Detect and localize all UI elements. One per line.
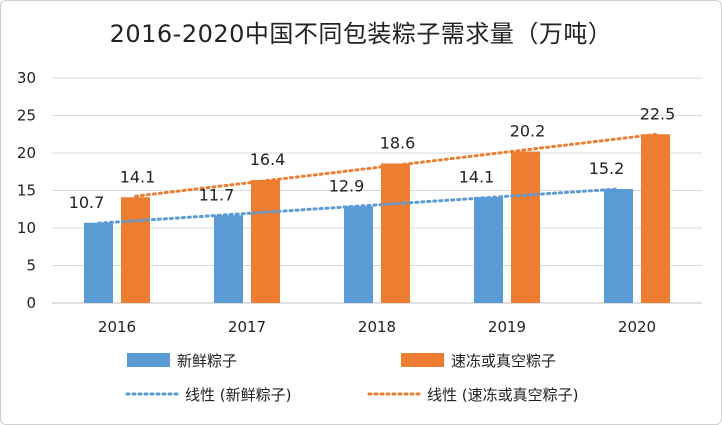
data-label: 11.7 (199, 185, 235, 204)
legend-swatch (127, 353, 170, 367)
x-axis: 2016 2017 2018 2019 2020 (98, 318, 656, 336)
bar-frozen (641, 134, 670, 303)
legend-label: 速冻或真空粽子 (451, 352, 556, 370)
bar-frozen (381, 163, 410, 303)
x-tick-label: 2019 (488, 318, 526, 336)
data-label: 18.6 (380, 134, 416, 153)
x-tick-label: 2017 (228, 318, 266, 336)
bar-fresh (214, 215, 243, 303)
y-tick-label: 10 (17, 219, 36, 237)
bar-frozen (511, 151, 540, 303)
data-label: 20.2 (510, 122, 546, 141)
legend-label: 线性 (速冻或真空粽子) (427, 386, 578, 404)
bar-frozen (121, 197, 150, 303)
chart-title: 2016-2020中国不同包装粽子需求量（万吨） (109, 20, 613, 48)
bar-frozen (251, 180, 280, 303)
legend-label: 线性 (新鲜粽子) (185, 386, 291, 404)
data-label: 14.1 (459, 167, 495, 186)
x-tick-label: 2016 (98, 318, 136, 336)
y-tick-label: 15 (17, 182, 36, 200)
bar-fresh (604, 189, 633, 303)
data-label: 10.7 (69, 193, 105, 212)
data-label: 14.1 (120, 167, 156, 186)
y-tick-label: 0 (26, 294, 36, 312)
trendline (97, 187, 620, 225)
y-tick-label: 20 (17, 144, 36, 162)
legend-swatch (401, 353, 444, 367)
data-labels: 10.7 14.1 11.7 16.4 12.9 18.6 14.1 20.2 15.2 22.5 (69, 104, 676, 212)
y-axis: 0 5 10 15 20 25 30 (17, 69, 36, 312)
legend-label: 新鲜粽子 (177, 352, 237, 370)
bar-fresh (84, 222, 113, 303)
data-label: 16.4 (250, 150, 286, 169)
y-tick-label: 30 (17, 69, 36, 87)
trendline (134, 132, 657, 198)
data-label: 15.2 (589, 159, 625, 178)
bar-fresh (344, 206, 373, 303)
y-tick-label: 25 (17, 107, 36, 125)
data-label: 22.5 (640, 104, 676, 123)
x-tick-label: 2020 (618, 318, 656, 336)
gridlines (52, 77, 702, 304)
trendlines (97, 132, 657, 225)
x-tick-label: 2018 (358, 318, 396, 336)
bar-fresh (474, 197, 503, 303)
data-label: 12.9 (329, 176, 365, 195)
bars (84, 134, 670, 303)
y-tick-label: 5 (26, 257, 36, 275)
